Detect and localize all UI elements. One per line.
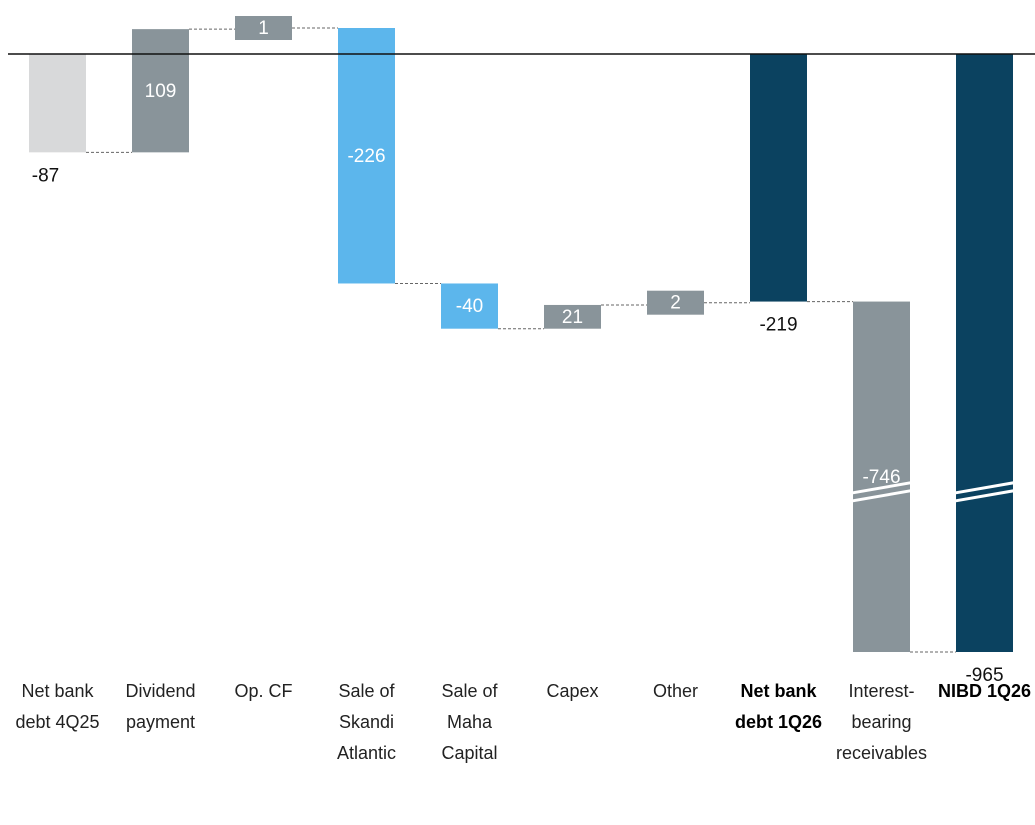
axis-break-mark bbox=[846, 480, 917, 496]
category-label: Net bank debt 1Q26 bbox=[734, 681, 823, 732]
axis-break-mark bbox=[949, 480, 1020, 496]
value-label: -226 bbox=[347, 146, 385, 167]
value-label: 21 bbox=[562, 307, 583, 328]
value-label: 1 bbox=[258, 18, 269, 39]
axis-break-mark bbox=[846, 488, 917, 504]
value-label: 109 bbox=[145, 81, 177, 102]
category-label: Interest-bearing receivables bbox=[835, 681, 928, 763]
value-label: -40 bbox=[456, 296, 483, 317]
bar bbox=[441, 283, 498, 329]
category-label: Dividend payment bbox=[125, 681, 196, 732]
category-label: Other bbox=[652, 681, 699, 701]
bar bbox=[853, 301, 910, 652]
bar bbox=[338, 28, 395, 284]
category-label: Op. CF bbox=[234, 681, 293, 701]
bar bbox=[544, 304, 601, 329]
value-label: 2 bbox=[670, 293, 681, 314]
bar bbox=[647, 290, 704, 315]
axis-break-mark bbox=[949, 488, 1020, 504]
category-label: NIBD 1Q26 bbox=[937, 681, 1032, 701]
bar bbox=[132, 29, 189, 153]
category-label: Sale of Skandi Atlantic bbox=[336, 681, 397, 763]
value-label: -746 bbox=[862, 467, 900, 488]
category-label: Capex bbox=[546, 681, 599, 701]
value-label: -87 bbox=[32, 165, 59, 186]
bar bbox=[235, 16, 292, 40]
bar bbox=[750, 54, 807, 302]
bar bbox=[956, 54, 1013, 652]
value-label: -219 bbox=[759, 315, 797, 336]
bar bbox=[29, 54, 86, 153]
value-label: -965 bbox=[965, 665, 1003, 686]
category-label: Net bank debt 4Q25 bbox=[15, 681, 100, 732]
category-label: Sale of Maha Capital bbox=[441, 681, 498, 763]
